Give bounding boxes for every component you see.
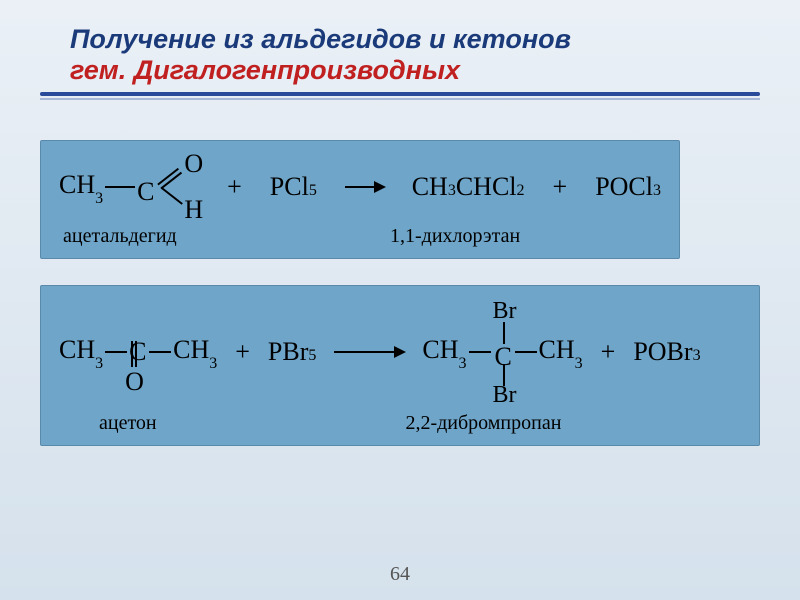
pobr3-formula: POBr3 <box>633 337 700 367</box>
reaction-panel-2: CH3 C O CH3 + PBr5 CH3 Br <box>40 285 760 446</box>
pcl5-formula: PCl5 <box>270 172 317 202</box>
single-bond <box>105 186 135 188</box>
reagent-label-left: ацетон <box>59 412 345 435</box>
page-number: 64 <box>0 563 800 586</box>
ch3-left: CH3 <box>422 335 466 369</box>
reaction1-labels: ацетальдегид 1,1-дихлорэтан <box>59 225 661 248</box>
title-line2: гем. Дигалогенпроизводных <box>70 55 760 86</box>
divider-thin <box>40 98 760 100</box>
carbonyl-group: C O <box>129 337 147 367</box>
plus-sign: + <box>601 337 616 367</box>
product-label-right: 1,1-дихлорэтан <box>360 225 661 248</box>
ch3-right: CH3 <box>539 335 583 369</box>
single-bond <box>515 351 537 353</box>
reaction-panel-1: CH3 C O H + PCl5 CH3CHCl2 + POCl3 <box>40 140 680 259</box>
bond-up <box>503 322 505 344</box>
reagent-label-left: ацетальдегид <box>59 225 360 248</box>
dibromopropane-structure: CH3 Br C Br CH3 <box>422 320 582 384</box>
pbr5-formula: PBr5 <box>268 337 316 367</box>
single-bond <box>149 351 171 353</box>
ch3-right: CH3 <box>173 335 217 369</box>
pocl3-formula: POCl3 <box>595 172 661 202</box>
title-line1: Получение из альдегидов и кетонов <box>70 24 760 55</box>
product-label-right: 2,2-дибромпропан <box>345 412 741 435</box>
single-bond <box>469 351 491 353</box>
plus-sign: + <box>553 172 568 202</box>
reaction1-equation: CH3 C O H + PCl5 CH3CHCl2 + POCl3 <box>59 155 661 219</box>
divider-thick <box>40 92 760 96</box>
plus-sign: + <box>235 337 250 367</box>
single-bond <box>105 351 127 353</box>
slide-container: Получение из альдегидов и кетонов гем. Д… <box>0 0 800 600</box>
cho-group: C O H <box>137 155 199 219</box>
double-bond-vertical <box>130 341 138 367</box>
acetone-structure: CH3 C O CH3 <box>59 335 217 369</box>
reaction-arrow <box>334 351 404 353</box>
reaction2-labels: ацетон 2,2-дибромпропан <box>59 412 741 435</box>
ch3-fragment: CH3 <box>59 170 103 204</box>
reaction-arrow <box>345 186 384 188</box>
acetaldehyde-structure: CH3 C O H <box>59 155 199 219</box>
single-bond-down <box>161 187 183 205</box>
reaction2-equation: CH3 C O CH3 + PBr5 CH3 Br <box>59 300 741 406</box>
cbr2-group: Br C Br <box>493 320 513 384</box>
plus-sign: + <box>227 172 242 202</box>
ch3-left: CH3 <box>59 335 103 369</box>
title-line2-prefix: гем. <box>70 55 126 85</box>
slide-title: Получение из альдегидов и кетонов гем. Д… <box>70 24 760 86</box>
title-line2-main: Дигалогенпроизводных <box>126 55 460 85</box>
dichloroethane-formula: CH3CHCl2 <box>412 172 525 202</box>
